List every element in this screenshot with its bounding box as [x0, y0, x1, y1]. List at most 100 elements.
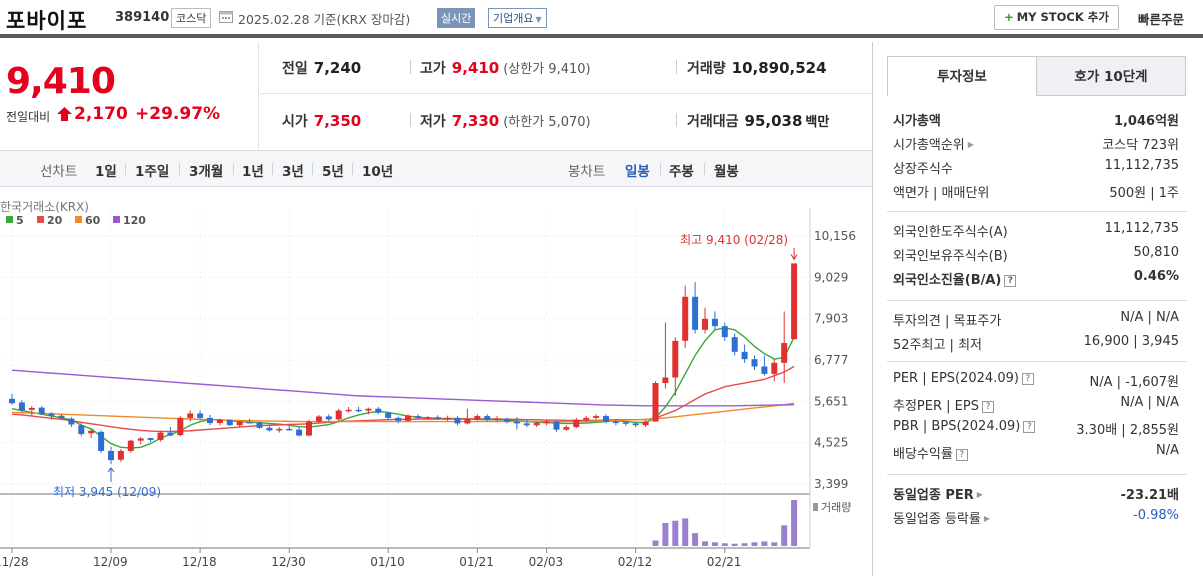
info-row[interactable]: 동일업종 PER ▶ -23.21배 — [887, 480, 1187, 504]
info-key: 시가총액순위 ▶ — [893, 138, 974, 153]
volume-bar — [682, 518, 689, 546]
max-price-note: 최고 9,410 (02/28) — [680, 233, 788, 247]
info-row[interactable]: 시가총액순위 ▶ 코스닥 723위 — [887, 130, 1187, 154]
candle-body — [553, 421, 560, 430]
candle-body — [18, 402, 25, 411]
candle-body — [741, 351, 748, 360]
candle-body — [523, 423, 530, 426]
info-key: 투자의견 | 목표주가 — [893, 314, 1002, 329]
candle-body — [474, 416, 481, 420]
high-price: 고가 9,410 (상한가 9,410) — [420, 59, 591, 77]
divider — [676, 113, 677, 127]
period-5y[interactable]: 5년 — [322, 164, 344, 180]
legend-label: 20 — [47, 214, 63, 227]
divider — [410, 60, 411, 74]
help-icon[interactable]: ? — [955, 449, 968, 461]
info-key: 외국인한도주식수(A) — [893, 225, 1008, 240]
candle-body — [395, 417, 402, 421]
period-1w[interactable]: 1주일 — [135, 164, 170, 180]
candle-body — [731, 337, 738, 352]
info-value: 0.46% — [1133, 269, 1179, 284]
candle-weekly[interactable]: 주봉 — [669, 164, 694, 180]
candle-body — [256, 422, 263, 428]
open-price: 시가 7,350 — [282, 112, 362, 130]
volume-bar — [731, 543, 738, 546]
tab-invest-info[interactable]: 투자정보 — [887, 56, 1037, 96]
period-3m[interactable]: 3개월 — [189, 164, 224, 180]
candle-monthly[interactable]: 월봉 — [714, 164, 739, 180]
realtime-button[interactable]: 실시간 — [437, 8, 476, 28]
help-icon[interactable]: ? — [1004, 275, 1017, 287]
volume-bar — [781, 525, 788, 546]
period-10y[interactable]: 10년 — [362, 164, 394, 180]
current-price: 9,410 — [6, 61, 116, 102]
volume-legend-swatch — [813, 503, 818, 511]
help-icon[interactable]: ? — [981, 401, 994, 413]
stock-name: 포바이포 — [6, 9, 88, 33]
help-icon[interactable]: ? — [1023, 421, 1036, 433]
candle-body — [632, 423, 639, 426]
period-1y[interactable]: 1년 — [242, 164, 264, 180]
candle-body — [48, 413, 55, 416]
candle-body — [682, 296, 689, 341]
info-value: 1,046억원 — [1113, 114, 1179, 129]
up-arrow-icon — [57, 107, 72, 121]
price-summary: 9,410 전일대비 2,170 +29.97% — [0, 42, 259, 150]
candle-body — [444, 417, 451, 420]
legend-swatch — [113, 216, 120, 223]
legend-label: 60 — [85, 214, 101, 227]
info-group: PER | EPS(2024.09)? N/A | -1,607원 추정PER | … — [887, 367, 1187, 463]
legend-label: 5 — [16, 214, 24, 227]
volume-bar — [662, 523, 669, 546]
candle-body — [187, 413, 194, 418]
triangle-right-icon: ▶ — [983, 514, 991, 523]
legend-label: 120 — [123, 214, 146, 227]
candle-body — [207, 417, 213, 424]
stock-header: 포바이포 389140 코스닥 2025.02.28 기준(KRX 장마감) 실… — [0, 0, 1203, 38]
info-row: 시가총액 1,046억원 — [887, 106, 1187, 130]
candle-body — [583, 417, 590, 420]
volume-bar — [751, 542, 758, 546]
add-mystock-button[interactable]: + MY STOCK 추가 — [994, 5, 1119, 30]
info-row[interactable]: 동일업종 등락률 ▶ -0.98% — [887, 504, 1187, 528]
divider — [676, 60, 677, 74]
x-tick-label: 02/03 — [529, 555, 564, 569]
change-percent: +29.97% — [135, 104, 221, 124]
info-divider — [887, 361, 1187, 362]
volume-bar — [761, 541, 768, 546]
candle-body — [98, 431, 105, 451]
candle-body — [672, 340, 679, 378]
min-price-note: 최저 3,945 (12/09) — [53, 485, 161, 499]
corp-info-dropdown[interactable]: 기업개요 ▼ — [488, 8, 547, 28]
info-value: 코스닥 723위 — [1102, 138, 1179, 153]
volume-label: 거래량 — [821, 501, 851, 514]
legend-swatch — [6, 216, 13, 223]
info-row: 배당수익률? N/A — [887, 439, 1187, 463]
candle-body — [622, 422, 629, 424]
candlestick-chart[interactable]: 10,156 9,029 7,903 6,777 5,651 4,525 3,399 11/2… — [0, 188, 872, 576]
ma-line-ma60 — [11, 402, 795, 423]
low-price: 저가 7,330 (하한가 5,070) — [420, 112, 591, 130]
help-icon[interactable]: ? — [1021, 373, 1034, 385]
candle-body — [662, 377, 669, 384]
chevron-down-icon: ▼ — [535, 15, 542, 24]
plus-icon: + — [1004, 10, 1014, 24]
info-divider — [887, 300, 1187, 301]
candle-daily[interactable]: 일봉 — [625, 164, 650, 180]
period-1d[interactable]: 1일 — [95, 164, 117, 180]
candle-body — [652, 383, 659, 422]
candle-body — [137, 438, 144, 441]
info-value: 16,900 | 3,945 — [1083, 334, 1179, 349]
info-row: 투자의견 | 목표주가 N/A | N/A — [887, 306, 1187, 330]
price-chart[interactable]: 10,156 9,029 7,903 6,777 5,651 4,525 3,399 11/2… — [0, 188, 872, 576]
candle-body — [464, 419, 471, 424]
volume-bar — [771, 542, 778, 546]
candle-body — [405, 415, 411, 421]
quick-order-link[interactable]: 빠른주문 — [1138, 12, 1185, 27]
x-tick-label: 02/12 — [618, 555, 653, 569]
volume-bar — [791, 500, 798, 546]
info-value: 3.30배 | 2,855원 — [1076, 423, 1179, 438]
divider — [410, 113, 411, 127]
period-3y[interactable]: 3년 — [282, 164, 304, 180]
tab-orderbook[interactable]: 호가 10단계 — [1036, 56, 1186, 96]
